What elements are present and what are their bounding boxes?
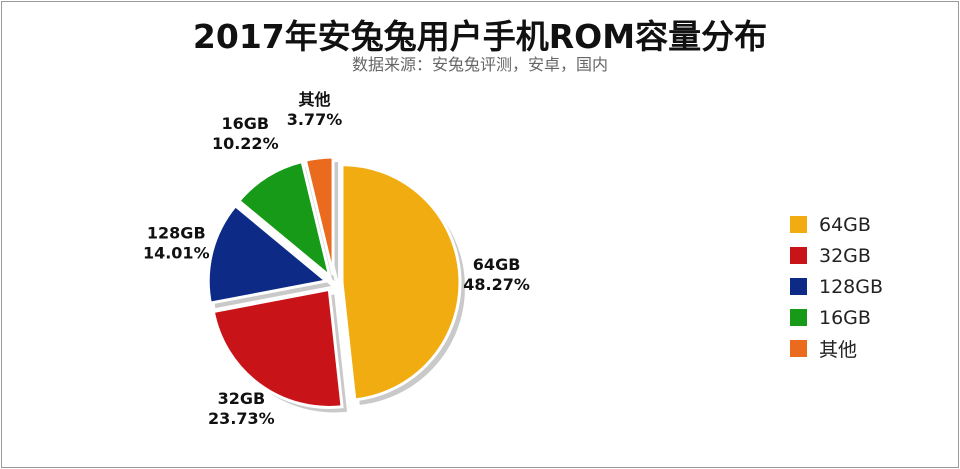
legend-item: 64GB — [790, 209, 883, 240]
slice-percent-label: 48.27% — [463, 275, 530, 294]
legend-item: 其他 — [790, 333, 883, 364]
slice-percent-label: 23.73% — [208, 409, 275, 428]
legend-swatch — [790, 278, 807, 295]
legend-item: 128GB — [790, 271, 883, 302]
pie-slice-2 — [206, 203, 330, 305]
legend-item: 16GB — [790, 302, 883, 333]
pie-slice-1 — [211, 287, 344, 409]
legend-label: 32GB — [819, 244, 871, 267]
chart-subtitle: 数据来源：安兔兔评测，安卓，国内 — [351, 55, 608, 74]
legend-swatch — [790, 247, 807, 264]
legend-swatch — [790, 309, 807, 326]
slice-label: 16GB — [221, 114, 269, 133]
slice-percent-label: 3.77% — [287, 110, 343, 129]
slice-label: 64GB — [473, 255, 521, 274]
pie-slice-0 — [340, 163, 462, 402]
legend-item: 32GB — [790, 240, 883, 271]
pie-slice-4 — [303, 155, 335, 276]
slice-percent-label: 10.22% — [212, 134, 279, 153]
legend-label: 16GB — [819, 306, 871, 329]
slice-percent-label: 14.01% — [143, 243, 210, 262]
legend-label: 128GB — [819, 275, 884, 298]
legend-label: 其他 — [819, 339, 858, 361]
chart-legend: 64GB 32GB 128GB 16GB 其他 — [790, 209, 883, 364]
slice-label: 其他 — [298, 90, 330, 109]
pie-slice-3 — [236, 159, 333, 281]
legend-label: 64GB — [819, 213, 871, 236]
legend-swatch — [790, 340, 807, 357]
chart-title: 2017年安兔兔用户手机ROM容量分布 — [192, 17, 768, 56]
slice-label: 32GB — [218, 389, 266, 408]
legend-swatch — [790, 216, 807, 233]
slice-label: 128GB — [147, 223, 206, 242]
